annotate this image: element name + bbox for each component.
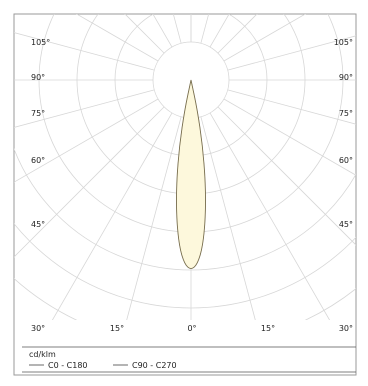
- angle-label-left: 90°: [31, 73, 45, 82]
- angle-labels: 105° 90° 75° 60° 45° 30° 105° 90° 75° 60° 45° 30° 15…: [31, 38, 353, 333]
- grid-spoke-m60: [14, 98, 159, 183]
- grid-spoke-75: [227, 89, 356, 125]
- grid-spoke-60: [223, 98, 356, 176]
- angle-label-right: 45°: [339, 220, 353, 229]
- grid-spoke-120: [223, 14, 307, 62]
- legend-entry-c90-c270: C90 - C270: [132, 361, 177, 370]
- grid-spoke-m30: [51, 112, 173, 320]
- angle-label-right: 90°: [339, 73, 353, 82]
- grid-spoke-m105: [14, 32, 155, 71]
- grid-spoke-30: [209, 112, 331, 320]
- grid-spoke-15: [200, 116, 256, 320]
- grid-spoke-45: [217, 106, 356, 246]
- grid-spoke-m15: [126, 116, 182, 320]
- angle-label-left: 45°: [31, 220, 45, 229]
- beam-shape: [176, 79, 206, 269]
- beam-c90-c270: [176, 79, 206, 269]
- angle-label-left: 30°: [31, 324, 45, 333]
- angle-label-right: 75°: [339, 109, 353, 118]
- angle-label-bottom: 0°: [187, 324, 196, 333]
- angle-label-right: 30°: [339, 324, 353, 333]
- angle-label-bottom: 15°: [110, 324, 124, 333]
- unit-label: cd/klm: [29, 350, 56, 359]
- angle-label-right: 105°: [334, 38, 353, 47]
- grid-spoke-m75: [14, 89, 155, 128]
- angle-label-left: 60°: [31, 156, 45, 165]
- grid-spoke-105: [227, 35, 356, 71]
- angle-label-left: 75°: [31, 109, 45, 118]
- legend-entry-c0-c180: C0 - C180: [48, 361, 88, 370]
- angle-label-bottom: 15°: [261, 324, 275, 333]
- grid-spoke-m135: [124, 14, 165, 54]
- grid-spoke-m120: [75, 14, 159, 62]
- grid-spoke-m45: [14, 106, 165, 258]
- angle-label-left: 105°: [31, 38, 50, 47]
- grid-spoke-135: [217, 14, 258, 54]
- angle-label-right: 60°: [339, 156, 353, 165]
